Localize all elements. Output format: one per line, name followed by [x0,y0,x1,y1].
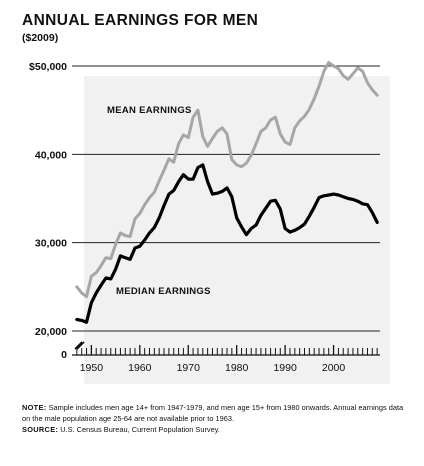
y-tick-label-1: 30,000 [35,238,67,250]
y-tick-label-3: $50,000 [29,61,67,73]
earnings-chart: 20,000 30,000 40,000 $50,000 0 1950 1960 1970 19… [29,61,390,384]
source-label: SOURCE: [22,425,59,434]
y-zero-label: 0 [61,349,67,361]
series-line-median [75,163,379,324]
y-tick-label-2: 40,000 [35,149,67,161]
footnote: NOTE: Sample includes men age 14+ from 1… [22,402,412,435]
series-label-mean: MEAN EARNINGS [107,105,192,116]
note-label: NOTE: [22,403,47,412]
note-text: Sample includes men age 14+ from 1947-19… [22,403,404,423]
x-tick-label-0: 1950 [80,362,104,374]
chart-subtitle: ($2009) [22,32,59,44]
x-tick-label-1: 1960 [128,362,152,374]
x-tick-label-3: 1980 [225,362,249,374]
x-tick-label-4: 1990 [273,362,297,374]
source-text: U.S. Census Bureau, Current Population S… [60,425,220,434]
axis-break-mark [74,341,85,350]
y-tick-label-0: 20,000 [35,326,67,338]
x-tick-label-2: 1970 [177,362,201,374]
series-label-median: MEDIAN EARNINGS [116,286,211,297]
chart-title: ANNUAL EARNINGS FOR MEN [22,12,259,29]
series-line-mean [75,61,379,299]
x-tick-label-5: 2000 [322,362,346,374]
plot-shadow-panel [84,76,390,384]
